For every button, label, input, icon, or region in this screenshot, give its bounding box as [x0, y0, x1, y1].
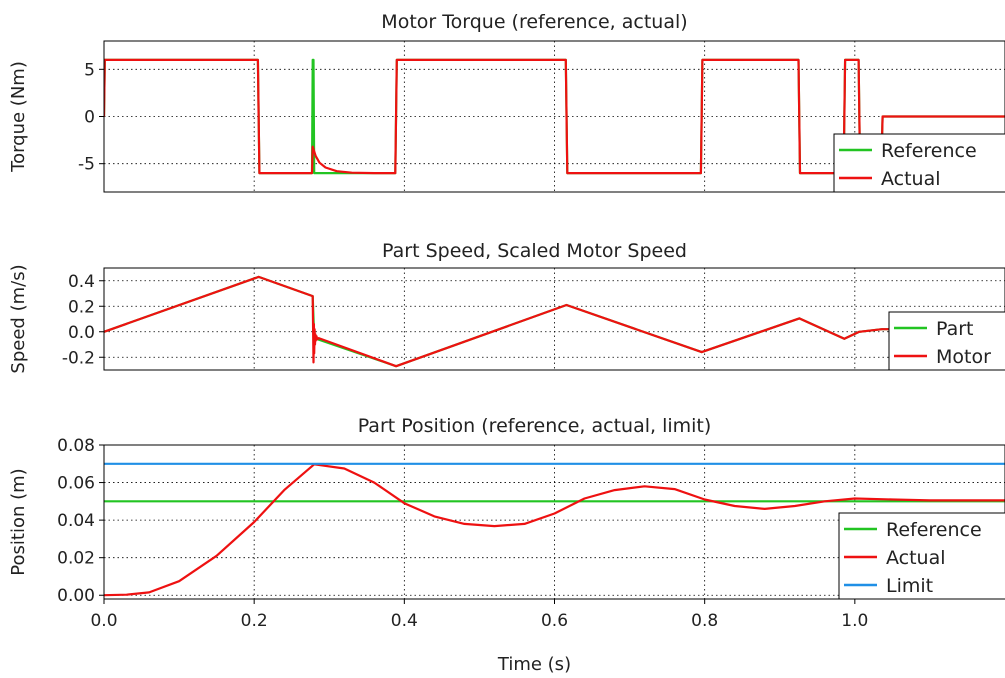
- legend-label-actual: Actual: [881, 168, 941, 190]
- y-tick-label: 5: [84, 60, 95, 80]
- series-group: [104, 275, 1005, 368]
- plot-frame: [103, 267, 1005, 371]
- series-line-part: [104, 275, 1005, 368]
- x-tick-label: 0.0: [90, 611, 117, 631]
- chart-title: Part Position (reference, actual, limit): [358, 415, 712, 437]
- legend-box: [833, 133, 1005, 193]
- x-tick-label: 0.8: [691, 611, 718, 631]
- panel-1: Motor Torque (reference, actual) -5 0 5 Torq…: [8, 11, 1005, 193]
- y-tick-label: 0.08: [57, 436, 95, 456]
- y-tick-label: 0.02: [57, 549, 95, 569]
- y-tick-label: 0.4: [68, 272, 95, 292]
- y-tick-label: 0.06: [57, 474, 95, 494]
- series-line-actual: [104, 58, 1005, 175]
- x-tick-label: 0.6: [541, 611, 568, 631]
- legend-label-actual: Actual: [886, 547, 946, 569]
- y-axis-label: Speed (m/s): [8, 264, 29, 373]
- plot-frame: [103, 444, 1005, 600]
- legend-box: [888, 311, 1005, 371]
- y-tick-label: -5: [78, 155, 95, 175]
- y-axis-label: Position (m): [8, 468, 29, 575]
- y-tick-label: 0.00: [57, 586, 95, 606]
- legend-label-motor: Motor: [936, 346, 991, 368]
- legend-label-reference: Reference: [881, 140, 977, 162]
- legend-label-limit: Limit: [886, 575, 933, 597]
- chart-title: Part Speed, Scaled Motor Speed: [382, 240, 687, 262]
- plot-frame: [103, 40, 1005, 193]
- legend: Reference Actual: [833, 133, 1005, 193]
- legend: Part Motor: [888, 311, 1005, 371]
- x-tick-label: 1.0: [841, 611, 868, 631]
- chart-title: Motor Torque (reference, actual): [381, 11, 687, 33]
- y-tick-label: -0.2: [62, 348, 95, 368]
- y-tick-label: 0: [84, 108, 95, 128]
- y-tick-label: 0.04: [57, 511, 95, 531]
- x-tick-label: 0.2: [241, 611, 268, 631]
- x-axis-label: Time (s): [497, 654, 571, 675]
- legend: Reference Actual Limit: [838, 512, 1005, 600]
- panel-3: Part Position (reference, actual, limit)…: [8, 415, 1005, 675]
- x-tick-label: 0.4: [391, 611, 418, 631]
- panel-2: Part Speed, Scaled Motor Speed -0.2 0.0 0.2…: [8, 240, 1005, 374]
- series-line-motor: [104, 275, 1005, 368]
- series-line-actual: [104, 463, 1005, 597]
- y-axis-label: Torque (Nm): [8, 61, 29, 173]
- legend-label-reference: Reference: [886, 519, 982, 541]
- series-group: [104, 462, 1005, 597]
- y-tick-label: 0.2: [68, 297, 95, 317]
- y-tick-label: 0.0: [68, 323, 95, 343]
- legend-label-part: Part: [936, 318, 974, 340]
